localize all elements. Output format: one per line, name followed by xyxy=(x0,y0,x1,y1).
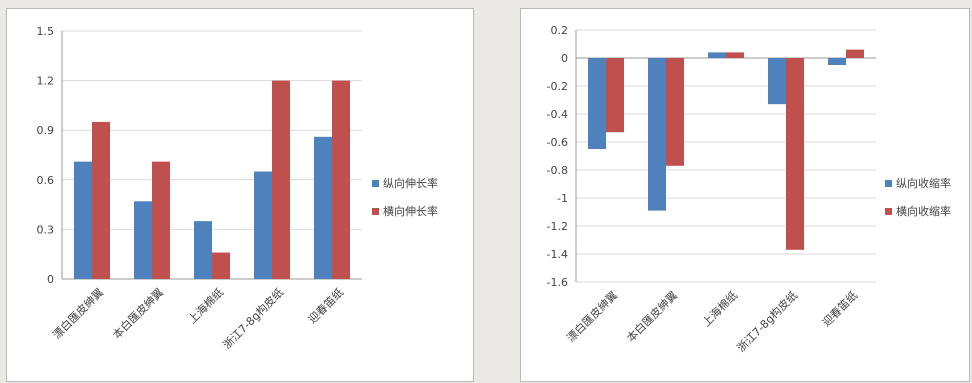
bar xyxy=(786,58,804,250)
x-tick-label: 本白匯皮紳翼 xyxy=(624,288,681,345)
y-tick-label: 0.2 xyxy=(551,24,569,37)
bar xyxy=(588,58,606,149)
bar xyxy=(152,161,170,279)
y-tick-label: 0 xyxy=(561,52,568,65)
bar xyxy=(92,121,110,279)
bar xyxy=(846,49,864,58)
bar xyxy=(134,201,152,279)
bar xyxy=(314,136,332,279)
bar xyxy=(666,58,684,166)
legend-label: 纵向收缩率 xyxy=(896,176,951,190)
bar xyxy=(726,52,744,58)
bar xyxy=(194,221,212,279)
y-tick-label: 0.3 xyxy=(37,223,55,236)
y-tick-label: -1.6 xyxy=(547,276,568,289)
legend-swatch xyxy=(885,208,892,215)
bar xyxy=(74,161,92,279)
y-tick-label: -1 xyxy=(557,192,568,205)
y-tick-label: 0.6 xyxy=(37,174,55,187)
chart-panel-elongation: 1.5 1.2 0.9 0.6 0.3 0 漂白匯皮紳翼 本白匯皮紳翼 上海棉纸 浙江7-8g构皮… xyxy=(6,8,474,382)
legend-swatch xyxy=(372,208,379,215)
x-tick-label: 浙江7-8g构皮纸 xyxy=(220,285,286,351)
x-tick-label: 迎春笛纸 xyxy=(819,288,860,329)
x-tick-label: 迎春笛纸 xyxy=(305,285,346,326)
y-tick-label: 0.9 xyxy=(37,124,55,137)
bar xyxy=(332,80,350,279)
y-tick-label: -0.2 xyxy=(547,80,568,93)
y-tick-label: -0.8 xyxy=(547,164,568,177)
bar xyxy=(768,58,786,105)
bar xyxy=(648,58,666,211)
y-tick-label: 0 xyxy=(47,273,54,286)
y-tick-label: -0.4 xyxy=(547,108,568,121)
y-tick-label: -1.2 xyxy=(547,220,568,233)
bar xyxy=(254,171,272,279)
x-tick-label: 上海棉纸 xyxy=(185,285,226,326)
x-tick-label: 漂白匯皮紳翼 xyxy=(564,288,621,345)
chart-panel-shrinkage: 0.2 0 -0.2 -0.4 -0.6 -0.8 -1 -1.2 -1.4 -1.6 漂白匯皮紳翼… xyxy=(520,8,970,382)
legend-label: 横向收缩率 xyxy=(896,204,951,218)
bar xyxy=(708,52,726,58)
bar xyxy=(212,252,230,279)
legend-swatch xyxy=(885,180,892,187)
x-tick-label: 漂白匯皮紳翼 xyxy=(50,285,107,342)
bar xyxy=(828,58,846,65)
legend-label: 横向伸长率 xyxy=(383,204,438,218)
shrinkage-chart: 0.2 0 -0.2 -0.4 -0.6 -0.8 -1 -1.2 -1.4 -1.6漂白匯皮紳翼… xyxy=(547,24,951,355)
y-tick-label: 1.2 xyxy=(37,75,55,88)
x-tick-label: 本白匯皮紳翼 xyxy=(110,285,167,342)
bar xyxy=(272,80,290,279)
x-tick-label: 上海棉纸 xyxy=(699,288,740,329)
x-tick-label: 浙江7-8g构皮纸 xyxy=(734,288,800,354)
legend-label: 纵向伸长率 xyxy=(383,176,438,190)
legend-swatch xyxy=(372,180,379,187)
y-tick-label: 1.5 xyxy=(37,25,55,38)
y-tick-label: -0.6 xyxy=(547,136,568,149)
bar xyxy=(606,58,624,133)
y-tick-label: -1.4 xyxy=(547,248,568,261)
